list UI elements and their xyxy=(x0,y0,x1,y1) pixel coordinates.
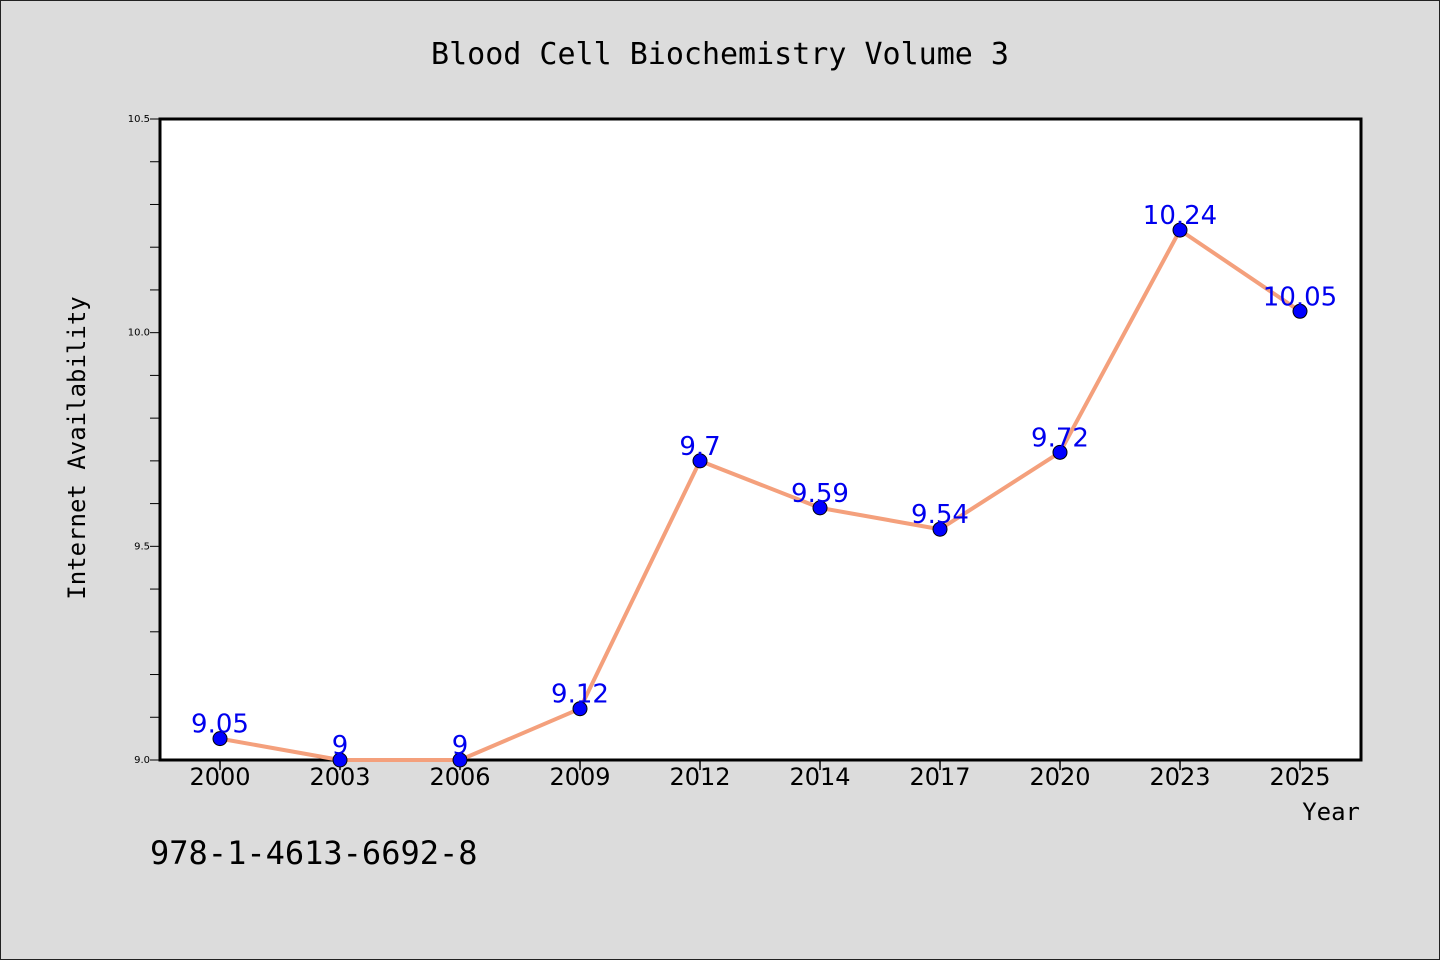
y-tick-label: 9.5 xyxy=(134,541,150,552)
x-tick-label: 2000 xyxy=(189,763,250,791)
x-tick-label: 2025 xyxy=(1269,763,1330,791)
x-axis-label: Year xyxy=(1302,798,1360,826)
data-markers xyxy=(212,222,1308,768)
data-label: 10.05 xyxy=(1263,282,1337,312)
data-label: 9 xyxy=(332,731,349,761)
data-point xyxy=(812,500,828,516)
data-point xyxy=(932,521,948,537)
x-tick-label: 2020 xyxy=(1029,763,1090,791)
data-point xyxy=(332,752,348,768)
y-tick-label: 10.0 xyxy=(128,328,150,339)
data-point xyxy=(452,752,468,768)
chart-title: Blood Cell Biochemistry Volume 3 xyxy=(431,37,1009,72)
isbn-text: 978-1-4613-6692-8 xyxy=(150,834,478,872)
x-tick-label: 2003 xyxy=(309,763,370,791)
data-point xyxy=(1292,303,1308,319)
data-point xyxy=(1172,222,1188,238)
data-label: 9.7 xyxy=(679,432,720,462)
data-label: 9.12 xyxy=(551,680,609,710)
plot-area xyxy=(158,117,1363,762)
x-tick-label: 2017 xyxy=(909,763,970,791)
series-line xyxy=(219,228,1302,762)
data-label: 9.54 xyxy=(911,500,969,530)
data-label: 9.59 xyxy=(791,479,849,509)
x-tick-label: 2006 xyxy=(429,763,490,791)
y-tick-label: 9.0 xyxy=(134,755,150,766)
data-labels: 9.05 9 9 9.12 9.7 9.59 9.54 9.72 10.24 10.05 xyxy=(191,201,1337,761)
x-tick-label: 2009 xyxy=(549,763,610,791)
x-axis: 2000 2003 2006 2009 2012 2014 2017 2020 2023 2025 xyxy=(189,760,1331,791)
data-label: 9.72 xyxy=(1031,423,1089,453)
data-point xyxy=(572,701,588,717)
data-label: 10.24 xyxy=(1143,201,1217,231)
y-axis-label: Internet Availability xyxy=(63,296,91,599)
data-label: 9 xyxy=(452,731,469,761)
data-point xyxy=(212,731,228,747)
data-point xyxy=(1052,444,1068,460)
x-tick-label: 2012 xyxy=(669,763,730,791)
y-axis: 9.0 9.5 10.0 10.5 xyxy=(128,114,160,766)
data-point xyxy=(692,453,708,469)
data-label: 9.05 xyxy=(191,710,249,740)
y-tick-label: 10.5 xyxy=(128,114,150,125)
x-tick-label: 2014 xyxy=(789,763,850,791)
x-tick-label: 2023 xyxy=(1149,763,1210,791)
